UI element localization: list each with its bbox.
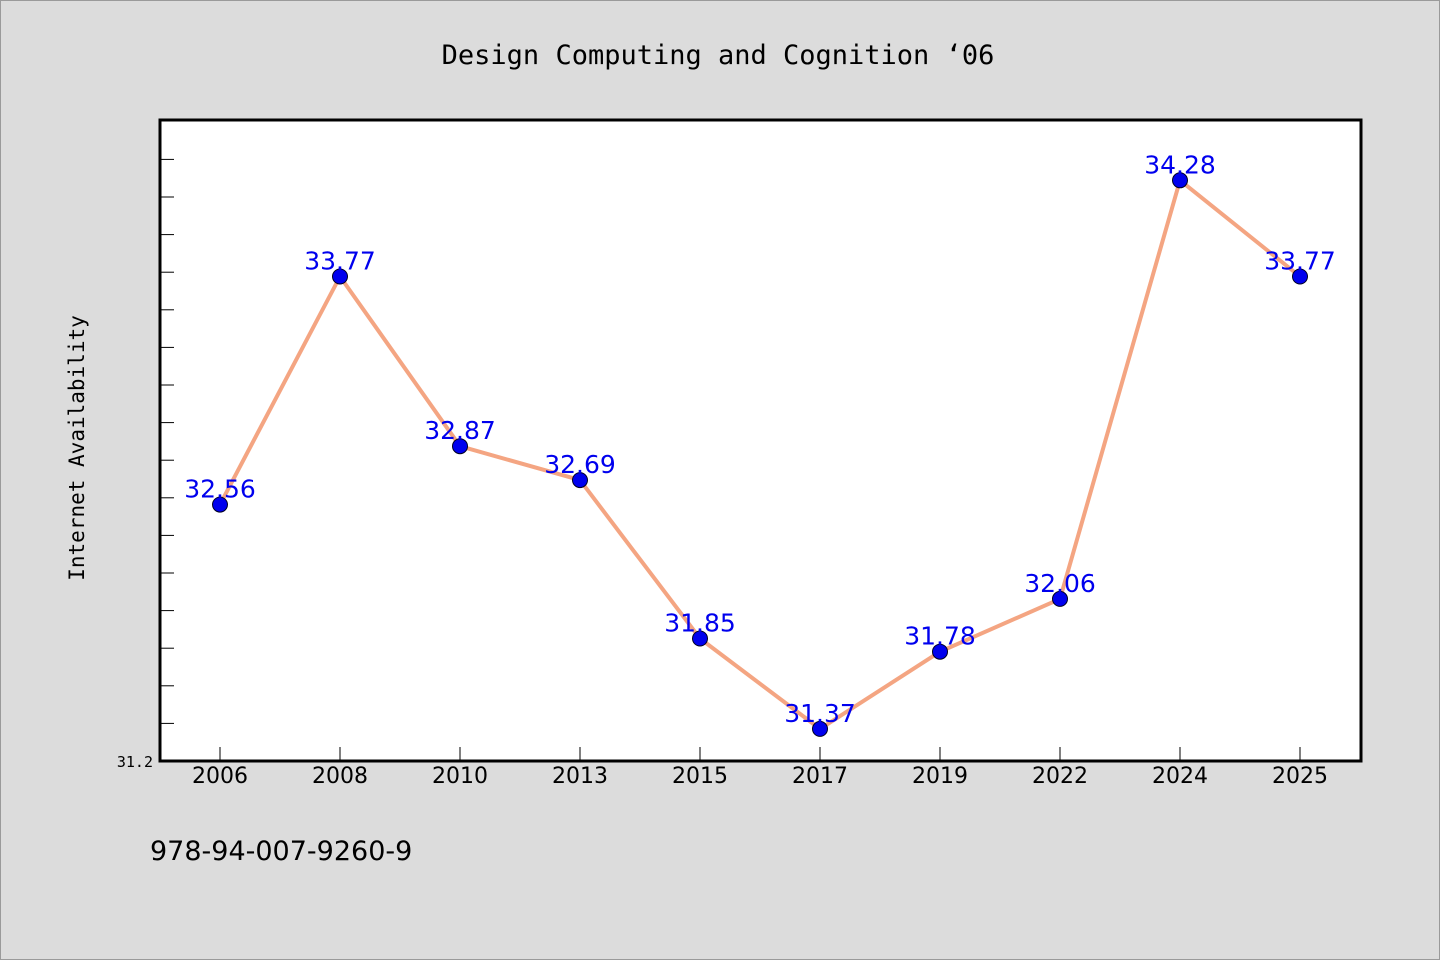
- data-label: 34.28: [1144, 150, 1216, 179]
- data-point: [812, 720, 828, 737]
- data-label: 33.77: [304, 247, 376, 276]
- data-point: [452, 438, 468, 455]
- plot-area: [158, 118, 1363, 763]
- x-axis-tick-labels: 2006 2008 2010 2013 2015 2017 2019 2022 2024 2025: [192, 764, 1328, 789]
- x-tick-label: 2010: [432, 764, 488, 789]
- x-tick-label: 2017: [792, 764, 848, 789]
- data-point: [1052, 590, 1068, 607]
- data-point: [1172, 172, 1188, 189]
- data-point: [692, 630, 708, 647]
- isbn-text: 978-94-007-9260-9: [150, 836, 413, 867]
- y-axis-label: Internet Availability: [65, 315, 89, 581]
- data-label: 32.69: [544, 450, 616, 479]
- data-label: 32.87: [424, 416, 496, 445]
- chart-title: Design Computing and Cognition ‘06: [442, 40, 995, 71]
- x-tick-label: 2019: [912, 764, 968, 789]
- x-tick-label: 2013: [552, 764, 608, 789]
- data-label: 32.56: [184, 475, 256, 504]
- x-axis-ticks: [219, 747, 1301, 761]
- y-axis-ticks: [160, 158, 174, 724]
- x-tick-label: 2006: [192, 764, 248, 789]
- data-label: 33.77: [1264, 247, 1336, 276]
- data-point: [332, 268, 348, 285]
- series-line: [218, 178, 1302, 731]
- data-label: 31.85: [664, 609, 736, 638]
- x-tick-label: 2015: [672, 764, 728, 789]
- data-point: [572, 472, 588, 489]
- x-tick-label: 2025: [1272, 764, 1328, 789]
- data-label: 32.06: [1024, 569, 1096, 598]
- data-point: [932, 643, 948, 660]
- data-markers: [212, 172, 1308, 737]
- data-label: 31.37: [784, 699, 856, 728]
- x-tick-label: 2008: [312, 764, 368, 789]
- x-tick-label: 2024: [1152, 764, 1208, 789]
- x-tick-label: 2022: [1032, 764, 1088, 789]
- data-labels: 32.56 33.77 32.87 32.69 31.85 31.37 31.78 32.06…: [184, 150, 1336, 728]
- y-tick-label: 31.2: [117, 753, 153, 771]
- y-axis-tick-labels: 31.2: [117, 753, 153, 771]
- data-point: [1292, 268, 1308, 285]
- data-label: 31.78: [904, 622, 976, 651]
- data-point: [212, 496, 228, 513]
